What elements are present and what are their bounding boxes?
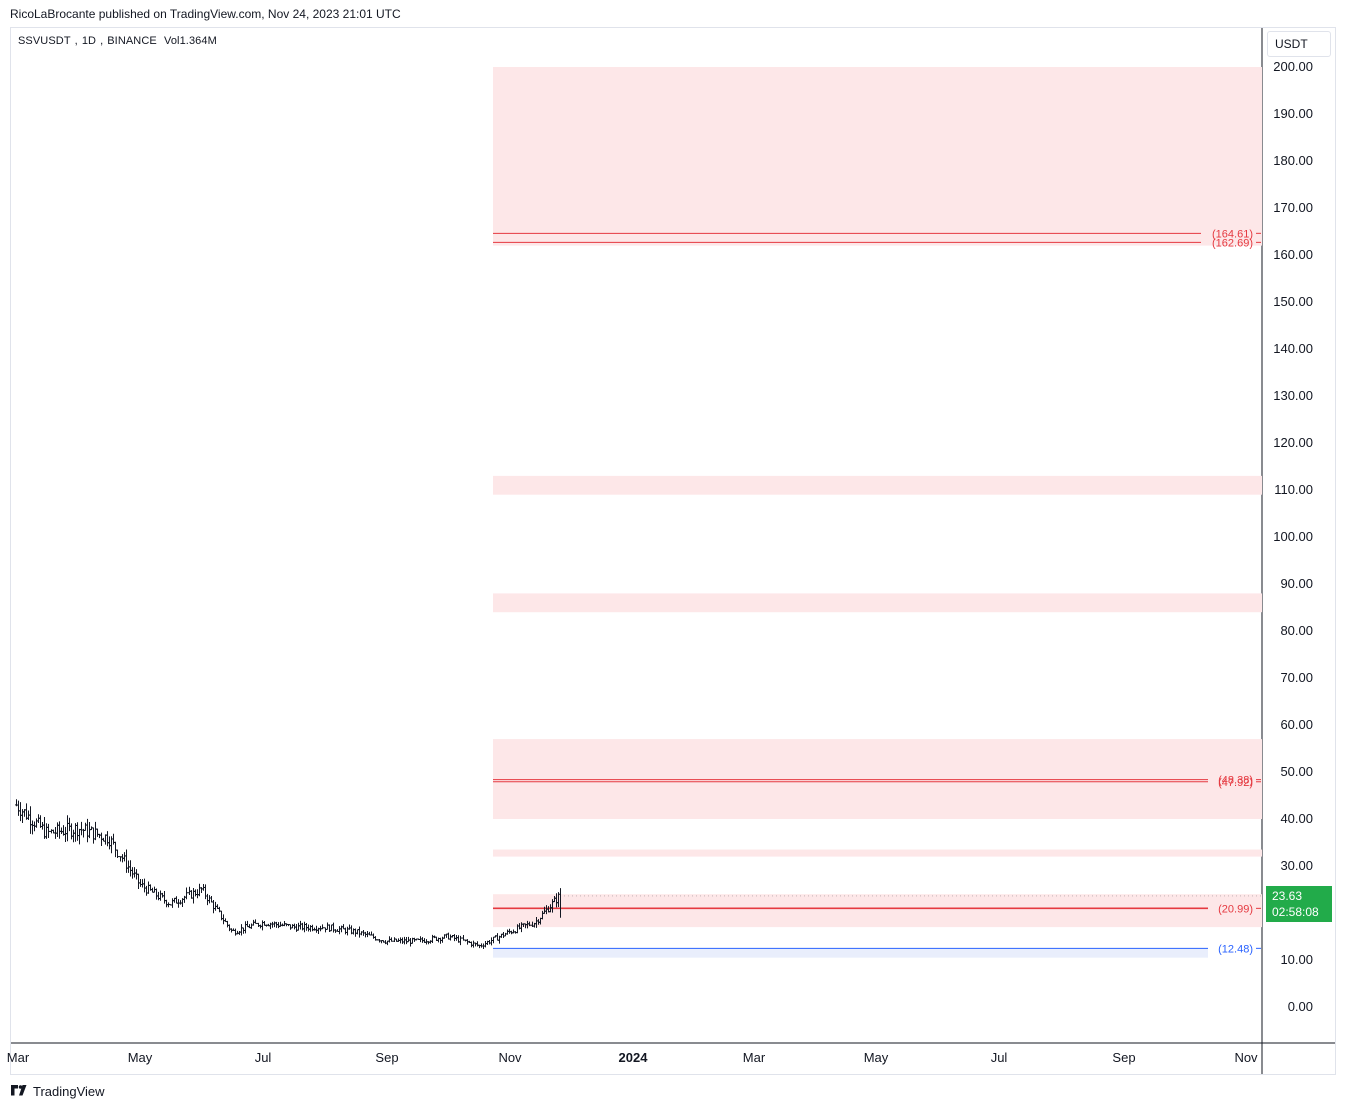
x-tick-label: Jul [255, 1050, 272, 1065]
y-tick-label: 100.00 [1273, 529, 1313, 544]
resistance-zone [493, 67, 1262, 246]
publisher-info: RicoLaBrocante published on TradingView.… [10, 7, 401, 21]
y-tick-label: 10.00 [1280, 952, 1313, 967]
currency-button[interactable]: USDT [1267, 31, 1331, 57]
bar-countdown: 02:58:08 [1272, 905, 1319, 919]
y-tick-label: 60.00 [1280, 717, 1313, 732]
y-tick-label: 110.00 [1274, 482, 1313, 497]
y-tick-label: 90.00 [1280, 576, 1313, 591]
y-tick-label: 200.00 [1273, 59, 1313, 74]
brand-name: TradingView [33, 1084, 105, 1099]
x-tick-label: Mar [743, 1050, 766, 1065]
y-tick-label: 130.00 [1273, 388, 1313, 403]
x-tick-label: Nov [1234, 1050, 1258, 1065]
y-tick-label: 190.00 [1273, 106, 1313, 121]
y-tick-label: 160.00 [1273, 247, 1313, 262]
level-label: (48.38) [1218, 775, 1253, 787]
x-tick-label: Sep [1112, 1050, 1135, 1065]
x-tick-label: 2024 [619, 1050, 649, 1065]
y-tick-label: 180.00 [1273, 153, 1313, 168]
resistance-zone [493, 739, 1262, 819]
level-label: (20.99) [1218, 903, 1253, 915]
y-tick-label: 80.00 [1280, 623, 1313, 638]
symbol-info: SSVUSDT, 1D, BINANCE Vol1.364M [18, 35, 221, 47]
symbol-volume: Vol1.364M [164, 35, 217, 47]
x-tick-label: Mar [7, 1050, 30, 1065]
y-tick-label: 140.00 [1273, 341, 1313, 356]
level-label: (12.48) [1218, 943, 1253, 955]
symbol-interval[interactable]: 1D, [81, 35, 104, 47]
y-tick-label: 120.00 [1273, 435, 1313, 450]
x-tick-label: May [864, 1050, 889, 1065]
y-tick-label: 150.00 [1273, 294, 1313, 309]
last-price-tag: 23.63 02:58:08 [1266, 886, 1332, 922]
resistance-zone [493, 475, 1262, 495]
resistance-zone [493, 593, 1262, 613]
y-tick-label: 40.00 [1280, 811, 1313, 826]
y-tick-label: 50.00 [1280, 764, 1313, 779]
y-tick-label: 70.00 [1280, 670, 1313, 685]
chart-frame [10, 27, 1336, 1075]
y-tick-label: 170.00 [1273, 200, 1313, 215]
x-tick-label: Nov [498, 1050, 522, 1065]
last-price-value: 23.63 [1272, 889, 1303, 903]
support-zone [493, 948, 1208, 958]
resistance-zone [493, 894, 1262, 928]
symbol-ticker[interactable]: SSVUSDT, [18, 35, 78, 47]
tradingview-brand[interactable]: TradingView [10, 1084, 105, 1099]
resistance-zone [493, 849, 1262, 857]
x-tick-label: Sep [375, 1050, 398, 1065]
level-label: (162.69) [1212, 237, 1253, 249]
symbol-exchange: BINANCE [107, 35, 157, 47]
level-label: (164.61) [1212, 228, 1253, 240]
x-tick-label: May [128, 1050, 153, 1065]
tradingview-logo-icon [11, 1084, 27, 1095]
y-tick-label: 30.00 [1280, 858, 1313, 873]
level-label: (47.92) [1218, 777, 1253, 789]
y-tick-label: 0.00 [1288, 999, 1313, 1014]
x-tick-label: Jul [991, 1050, 1008, 1065]
